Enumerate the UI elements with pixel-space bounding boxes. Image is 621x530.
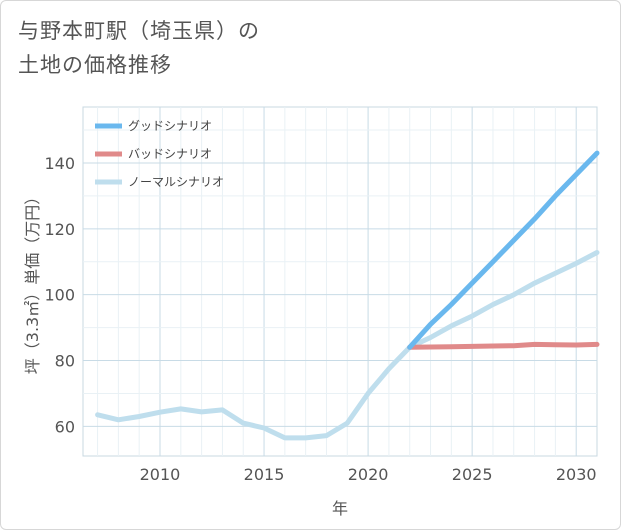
x-tick-label: 2020	[348, 465, 389, 484]
series-line-normal	[95, 250, 600, 441]
series-line-bad	[407, 341, 600, 350]
y-tick-label: 60	[55, 417, 75, 436]
plot-area	[95, 150, 600, 441]
series-line-good	[407, 150, 600, 350]
x-tick-label: 2025	[452, 465, 493, 484]
x-tick-label: 2030	[556, 465, 597, 484]
chart-title-line-2: 土地の価格推移	[18, 53, 172, 77]
y-axis-label: 坪（3.3㎡）単価（万円）	[23, 189, 42, 374]
axis-ticks: 2010 2015 2020 2025 2030 60 80 100 120 140	[44, 154, 596, 484]
legend-label-normal: ノーマルシナリオ	[128, 175, 224, 189]
y-tick-label: 140	[44, 154, 75, 173]
grid	[82, 106, 598, 457]
chart-title: 与野本町駅（埼玉県）の 土地の価格推移	[18, 14, 260, 82]
chart-title-line-1: 与野本町駅（埼玉県）の	[18, 19, 260, 43]
x-tick-label: 2015	[244, 465, 285, 484]
legend-label-good: グッドシナリオ	[128, 119, 212, 133]
x-tick-label: 2010	[140, 465, 181, 484]
x-axis-label: 年	[332, 499, 348, 518]
y-tick-label: 80	[55, 352, 75, 371]
y-tick-label: 100	[44, 286, 75, 305]
plot-border	[82, 106, 598, 457]
legend-label-bad: バッドシナリオ	[128, 147, 212, 161]
y-tick-label: 120	[44, 220, 75, 239]
